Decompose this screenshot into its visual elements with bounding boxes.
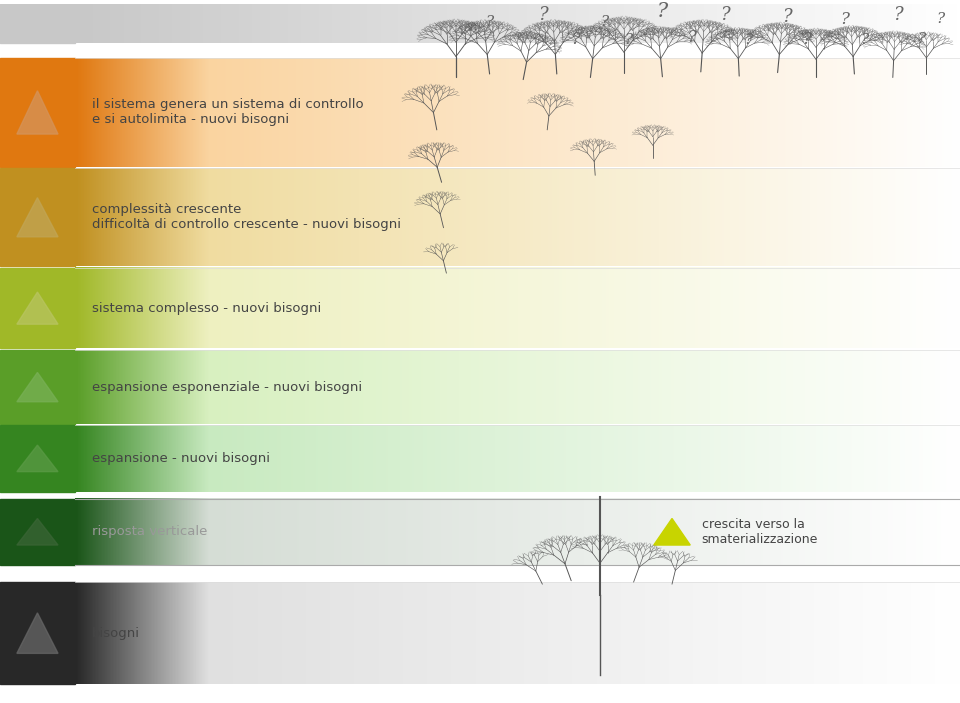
Text: ?: ? bbox=[918, 32, 925, 46]
Bar bbox=[0, 168, 75, 266]
Text: ?: ? bbox=[486, 15, 493, 29]
Polygon shape bbox=[17, 445, 58, 472]
Polygon shape bbox=[17, 198, 58, 237]
Polygon shape bbox=[17, 613, 58, 653]
Bar bbox=[0, 268, 75, 348]
Text: ?: ? bbox=[538, 6, 547, 24]
Text: ?: ? bbox=[625, 34, 633, 47]
Text: bisogni: bisogni bbox=[92, 626, 140, 640]
Text: risposta verticale: risposta verticale bbox=[92, 525, 207, 538]
Text: ?: ? bbox=[860, 34, 868, 47]
Polygon shape bbox=[17, 373, 58, 402]
Text: ?: ? bbox=[601, 15, 609, 29]
Polygon shape bbox=[17, 91, 58, 134]
Text: ?: ? bbox=[745, 34, 753, 47]
Bar bbox=[0, 350, 75, 424]
Text: ?: ? bbox=[782, 8, 792, 26]
Bar bbox=[0, 425, 75, 491]
Text: ?: ? bbox=[657, 1, 668, 20]
Text: crescita verso la
smaterializzazione: crescita verso la smaterializzazione bbox=[702, 518, 818, 546]
Text: ?: ? bbox=[720, 6, 730, 24]
Polygon shape bbox=[654, 519, 690, 545]
Text: il sistema genera un sistema di controllo
e si autolimita - nuovi bisogni: il sistema genera un sistema di controll… bbox=[92, 98, 364, 127]
Bar bbox=[0, 583, 75, 684]
Bar bbox=[0, 4, 75, 42]
Text: ?: ? bbox=[840, 11, 850, 28]
Text: ?: ? bbox=[686, 29, 696, 46]
Text: espansione - nuovi bisogni: espansione - nuovi bisogni bbox=[92, 452, 270, 465]
Text: ?: ? bbox=[893, 6, 902, 25]
Polygon shape bbox=[17, 519, 58, 545]
Text: sistema complesso - nuovi bisogni: sistema complesso - nuovi bisogni bbox=[92, 302, 322, 315]
Text: ?: ? bbox=[802, 30, 811, 48]
Bar bbox=[0, 498, 75, 565]
Bar bbox=[0, 58, 75, 167]
Text: ?: ? bbox=[571, 30, 581, 48]
Text: espansione esponenziale - nuovi bisogni: espansione esponenziale - nuovi bisogni bbox=[92, 380, 362, 394]
Text: complessità crescente
difficoltà di controllo crescente - nuovi bisogni: complessità crescente difficoltà di cont… bbox=[92, 203, 401, 231]
Polygon shape bbox=[17, 292, 58, 324]
Text: ?: ? bbox=[937, 13, 945, 27]
